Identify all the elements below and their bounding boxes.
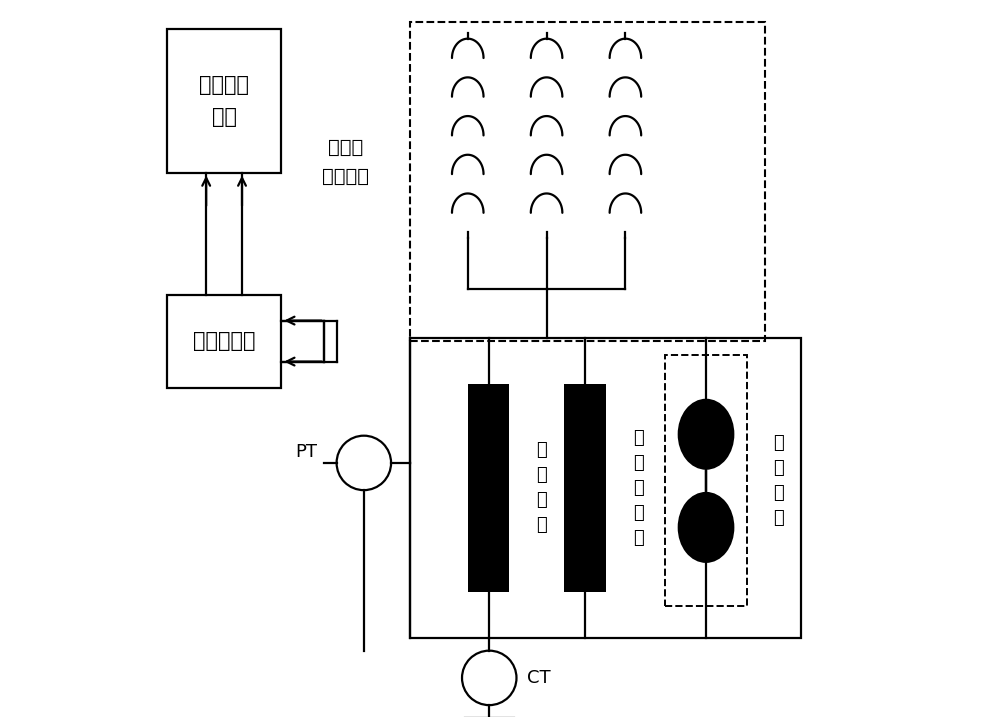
Bar — [410, 22, 765, 341]
Bar — [564, 384, 606, 592]
Ellipse shape — [679, 493, 733, 561]
Text: 热
敏
电
阵: 热 敏 电 阵 — [536, 442, 547, 534]
Bar — [167, 29, 281, 173]
Text: 远程监控
系统: 远程监控 系统 — [199, 75, 249, 127]
Text: 可
控
间
隙: 可 控 间 隙 — [773, 434, 783, 527]
Bar — [468, 384, 509, 592]
Text: 数字监控器: 数字监控器 — [193, 331, 255, 351]
Text: 变压器
高压绕组: 变压器 高压绕组 — [322, 138, 369, 186]
Bar — [665, 355, 747, 606]
Text: PT: PT — [295, 443, 317, 461]
Bar — [410, 337, 801, 638]
Ellipse shape — [679, 400, 733, 469]
Bar — [167, 294, 281, 388]
Text: 氧
化
锌
电
阵: 氧 化 锌 电 阵 — [633, 429, 644, 547]
Text: CT: CT — [527, 669, 551, 687]
